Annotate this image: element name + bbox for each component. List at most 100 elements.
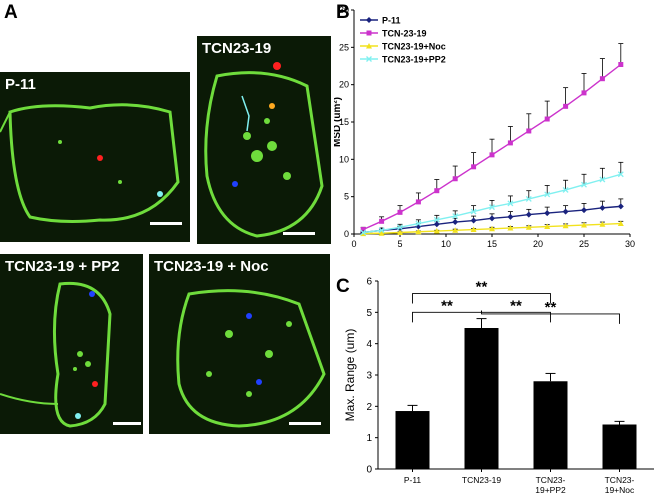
data-point <box>415 220 422 227</box>
x-tick-label: 19+PP2 <box>535 485 566 495</box>
data-point <box>433 216 440 223</box>
data-point <box>525 211 532 218</box>
legend-label: TCN-23-19 <box>382 29 427 39</box>
data-point <box>581 90 587 96</box>
y-tick-label: 2 <box>366 402 372 413</box>
data-point <box>434 188 440 194</box>
data-point <box>507 200 514 207</box>
legend-marker <box>366 30 372 36</box>
y-axis-label: MSD (um²) <box>334 97 343 147</box>
legend-label: P-11 <box>382 16 401 26</box>
y-tick-label: 10 <box>339 154 349 164</box>
data-point <box>489 215 495 222</box>
data-point <box>397 224 403 231</box>
x-tick-label: 20 <box>533 239 543 249</box>
x-tick-label: P-11 <box>404 475 422 485</box>
legend-marker <box>366 43 372 49</box>
data-point <box>415 199 421 205</box>
x-tick-label: 25 <box>579 239 589 249</box>
msd-line-chart: 051015202530051015202530FramesMSD (um²)P… <box>334 5 635 249</box>
image-label-noc: TCN23-19 + Noc <box>154 258 269 275</box>
data-point <box>562 222 569 229</box>
data-point <box>581 222 587 228</box>
x-tick-label: 0 <box>351 239 356 249</box>
data-point <box>562 208 569 215</box>
image-label-pp2: TCN23-19 + PP2 <box>5 258 120 275</box>
data-point <box>470 217 477 224</box>
data-point <box>360 227 366 233</box>
panel-letter-c: C <box>336 276 350 297</box>
y-tick-label: 15 <box>339 117 349 127</box>
data-point <box>563 103 569 109</box>
significance-label: ** <box>510 297 522 314</box>
significance-label: ** <box>476 279 488 296</box>
data-point <box>617 171 624 178</box>
x-tick-label: TCN23- <box>605 475 635 485</box>
data-point <box>525 195 532 202</box>
legend-marker <box>366 17 372 23</box>
micrograph-tcn: TCN23-19 <box>197 36 331 244</box>
panel-letter-b: B <box>336 2 350 23</box>
data-point <box>581 181 587 188</box>
micrograph-p11: P-11 <box>0 72 190 242</box>
data-point <box>489 225 495 232</box>
significance-label: ** <box>545 299 557 316</box>
data-point <box>378 230 385 236</box>
data-point <box>599 76 605 82</box>
x-tick-label: TCN23-19 <box>462 475 501 485</box>
y-tick-label: 5 <box>366 308 372 319</box>
data-point <box>562 186 569 193</box>
panel-letter-a: A <box>4 2 18 23</box>
x-tick-label: TCN23- <box>536 475 566 485</box>
cell-drawing-p11 <box>0 103 180 223</box>
data-point <box>470 226 477 233</box>
legend-label: TCN23-19+Noc <box>382 42 446 52</box>
data-point <box>599 221 606 227</box>
data-point <box>526 128 532 134</box>
data-point <box>599 204 606 211</box>
data-point <box>471 164 477 170</box>
data-point <box>525 224 532 230</box>
cell-drawing-pp2 <box>0 281 112 428</box>
data-point <box>507 225 514 231</box>
y-tick-label: 5 <box>344 192 349 202</box>
data-point <box>544 191 551 198</box>
data-point <box>397 209 403 215</box>
scale-bar <box>150 222 182 225</box>
legend-marker <box>366 56 372 62</box>
y-tick-label: 4 <box>366 339 372 350</box>
scale-bar <box>113 422 141 425</box>
cell-drawing-tcn <box>204 62 324 238</box>
y-axis-label: Max. Range (um) <box>343 329 357 422</box>
cell-drawing-noc <box>176 289 326 428</box>
data-point <box>507 140 513 146</box>
image-label-tcn: TCN23-19 <box>202 40 272 57</box>
data-point <box>470 208 477 215</box>
data-point <box>452 219 459 226</box>
y-tick-label: 25 <box>339 42 349 52</box>
y-tick-label: 1 <box>366 433 372 444</box>
x-tick-label: 19+Noc <box>605 485 635 495</box>
data-point <box>617 220 624 227</box>
bar <box>533 381 568 469</box>
data-point <box>489 152 495 158</box>
y-tick-label: 0 <box>366 465 372 476</box>
data-point <box>433 221 440 228</box>
data-point <box>581 207 587 214</box>
x-tick-label: 5 <box>397 239 402 249</box>
bar <box>602 424 637 469</box>
data-point <box>397 229 403 236</box>
image-label-p11: P-11 <box>5 76 36 93</box>
data-point <box>489 204 495 211</box>
data-point <box>415 228 422 235</box>
significance-label: ** <box>441 297 453 314</box>
bar <box>395 411 430 469</box>
x-tick-label: 30 <box>625 239 635 249</box>
data-point <box>617 203 624 210</box>
micrograph-pp2: TCN23-19 + PP2 <box>0 254 143 434</box>
data-point <box>378 227 385 234</box>
micrograph-noc: TCN23-19 + Noc <box>149 254 330 434</box>
data-point <box>452 227 459 233</box>
y-tick-label: 20 <box>339 80 349 90</box>
data-point <box>379 218 385 224</box>
